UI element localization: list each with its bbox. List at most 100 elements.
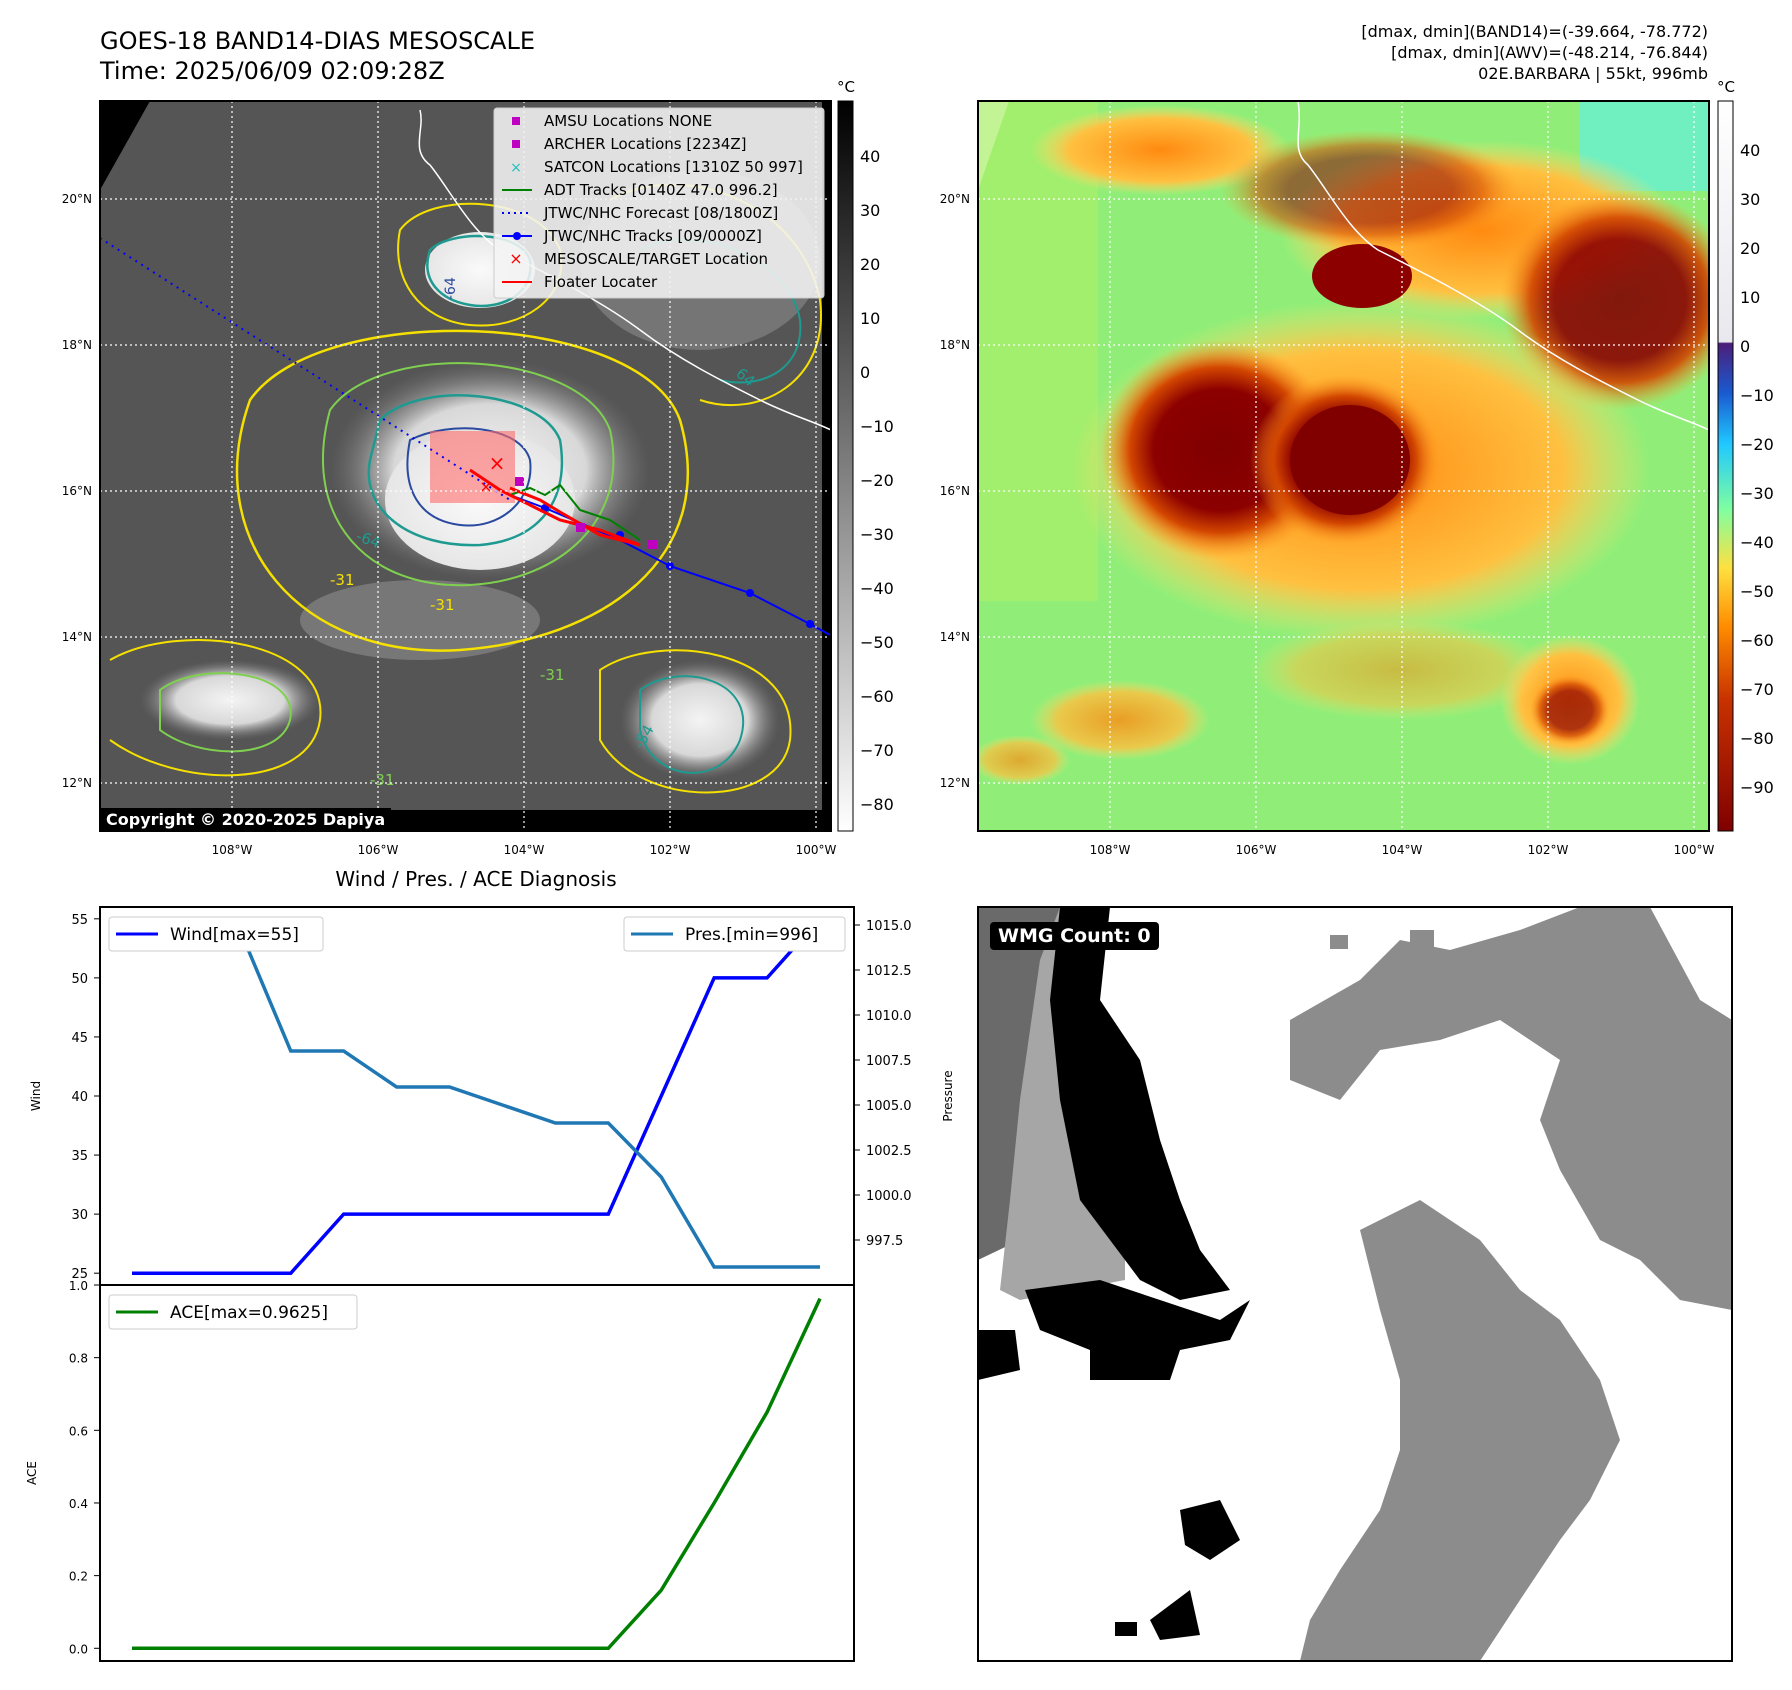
pressure-tick-label: 1007.5	[866, 1054, 912, 1069]
lat-tick: 12°N	[62, 776, 92, 790]
color-map-image	[978, 101, 1709, 831]
pressure-axis-label: Pressure	[941, 1070, 955, 1121]
lon-tick: 108°W	[1090, 843, 1131, 857]
cbar-tick: −70	[1740, 680, 1774, 699]
lat-tick: 18°N	[940, 338, 970, 352]
cbar-tick: 0	[860, 363, 870, 382]
legend-entry: Floater Locater	[544, 273, 658, 291]
pressure-legend: Pres.[min=996]	[623, 916, 846, 952]
lon-tick: 104°W	[1382, 843, 1423, 857]
copyright-label: Copyright © 2020-2025 Dapiya	[100, 808, 392, 831]
storm-info: 02E.BARBARA | 55kt, 996mb	[1478, 64, 1708, 83]
pressure-tick-label: 1002.5	[866, 1144, 912, 1159]
diag-title: Wind / Pres. / ACE Diagnosis	[335, 867, 616, 891]
pressure-tick-label: 1012.5	[866, 964, 912, 979]
lat-tick: 14°N	[62, 630, 92, 644]
ace-tick-label: 0.8	[69, 1352, 88, 1366]
pressure-tick-label: 1010.0	[866, 1009, 912, 1024]
svg-text:×: ×	[489, 451, 506, 475]
map1-gridlines	[100, 101, 831, 831]
color-colorbar-unit: °C	[1717, 78, 1735, 96]
map1-lat-ticks: 20°N 18°N 16°N 14°N 12°N	[62, 192, 92, 790]
lat-tick: 14°N	[940, 630, 970, 644]
cbar-tick: −50	[1740, 582, 1774, 601]
legend-entry: ACE[max=0.9625]	[170, 1303, 328, 1323]
wind-tick-label: 55	[71, 913, 88, 928]
cbar-tick: 10	[860, 309, 880, 328]
cbar-tick: −80	[860, 795, 894, 814]
ace-tick-label: 0.4	[69, 1497, 88, 1511]
ace-tick-label: 0.0	[69, 1642, 88, 1656]
lon-tick: 102°W	[1528, 843, 1569, 857]
figure-title: GOES-18 BAND14-DIAS MESOSCALE	[100, 27, 536, 55]
legend-entry: Pres.[min=996]	[685, 925, 818, 945]
cbar-tick: −20	[860, 471, 894, 490]
lon-tick: 104°W	[504, 843, 545, 857]
contour-label: -31	[370, 771, 395, 789]
contour-label: -31	[330, 571, 355, 589]
lon-tick: 100°W	[796, 843, 837, 857]
map2-gridlines	[978, 101, 1709, 831]
lon-tick: 106°W	[358, 843, 399, 857]
ace-legend: ACE[max=0.9625]	[108, 1294, 358, 1330]
bw-colorbar	[837, 100, 854, 832]
cbar-tick: −10	[1740, 386, 1774, 405]
wind-tick-label: 50	[71, 972, 88, 987]
pressure-tick-label: 1015.0	[866, 919, 912, 934]
figure-time: Time: 2025/06/09 02:09:28Z	[100, 57, 445, 85]
lat-tick: 20°N	[940, 192, 970, 206]
wind-tick-label: 40	[71, 1090, 88, 1105]
legend-dot-icon	[513, 232, 521, 240]
legend-entry: JTWC/NHC Tracks [09/0000Z]	[543, 227, 762, 245]
contour-label: -64	[443, 277, 459, 300]
wind-tick-label: 45	[71, 1031, 88, 1046]
bw-colorbar-unit: °C	[837, 78, 855, 96]
lon-tick: 102°W	[650, 843, 691, 857]
contour-label: -31	[430, 596, 455, 614]
map2-lat-ticks: 20°N 18°N 16°N 14°N 12°N	[940, 192, 970, 790]
wind-series-line	[132, 917, 822, 1275]
cbar-tick: −30	[1740, 484, 1774, 503]
pressure-tick-label: 1005.0	[866, 1099, 912, 1114]
cbar-tick: 0	[1740, 337, 1750, 356]
cbar-tick: −40	[860, 579, 894, 598]
cbar-tick: 30	[860, 201, 880, 220]
cbar-tick: −50	[860, 633, 894, 652]
wind-tick-label: 35	[71, 1149, 88, 1164]
wind-axis-label: Wind	[29, 1081, 43, 1111]
legend-entry: AMSU Locations NONE	[544, 112, 712, 130]
legend-entry: SATCON Locations [1310Z 50 997]	[544, 158, 803, 176]
legend-x-icon: ×	[510, 160, 522, 176]
cbar-tick: −10	[860, 417, 894, 436]
cbar-tick: 40	[860, 147, 880, 166]
cbar-tick: −90	[1740, 778, 1774, 797]
ace-axis-label: ACE	[25, 1461, 39, 1485]
legend-x-icon: ×	[509, 249, 522, 268]
cbar-tick: 30	[1740, 190, 1760, 209]
lon-tick: 108°W	[212, 843, 253, 857]
cbar-tick: 40	[1740, 141, 1760, 160]
ace-tick-label: 0.6	[69, 1424, 88, 1438]
lat-tick: 16°N	[62, 484, 92, 498]
map1-lon-ticks: 108°W 106°W 104°W 102°W 100°W	[212, 843, 837, 857]
legend-entry: MESOSCALE/TARGET Location	[544, 250, 768, 268]
lon-tick: 100°W	[1674, 843, 1715, 857]
wind-tick-label: 30	[71, 1208, 88, 1223]
pressure-tick-label: 1000.0	[866, 1189, 912, 1204]
legend-entry: Wind[max=55]	[170, 925, 299, 945]
lat-tick: 20°N	[62, 192, 92, 206]
color-colorbar-ticks: 40 30 20 10 0 −10 −20 −30 −40 −50 −60 −7…	[1740, 141, 1774, 797]
svg-text:×: ×	[479, 477, 492, 496]
ace-series-line	[132, 1297, 822, 1651]
legend-entry: ARCHER Locations [2234Z]	[544, 135, 747, 153]
wind-tick-label: 25	[71, 1267, 88, 1282]
cbar-tick: −60	[1740, 631, 1774, 650]
legend-square-icon	[512, 140, 520, 148]
cbar-tick: 20	[860, 255, 880, 274]
lon-tick: 106°W	[1236, 843, 1277, 857]
contour-label: -31	[540, 666, 565, 684]
lat-tick: 12°N	[940, 776, 970, 790]
lat-tick: 18°N	[62, 338, 92, 352]
ace-axes	[99, 1284, 855, 1662]
cbar-tick: 10	[1740, 288, 1760, 307]
